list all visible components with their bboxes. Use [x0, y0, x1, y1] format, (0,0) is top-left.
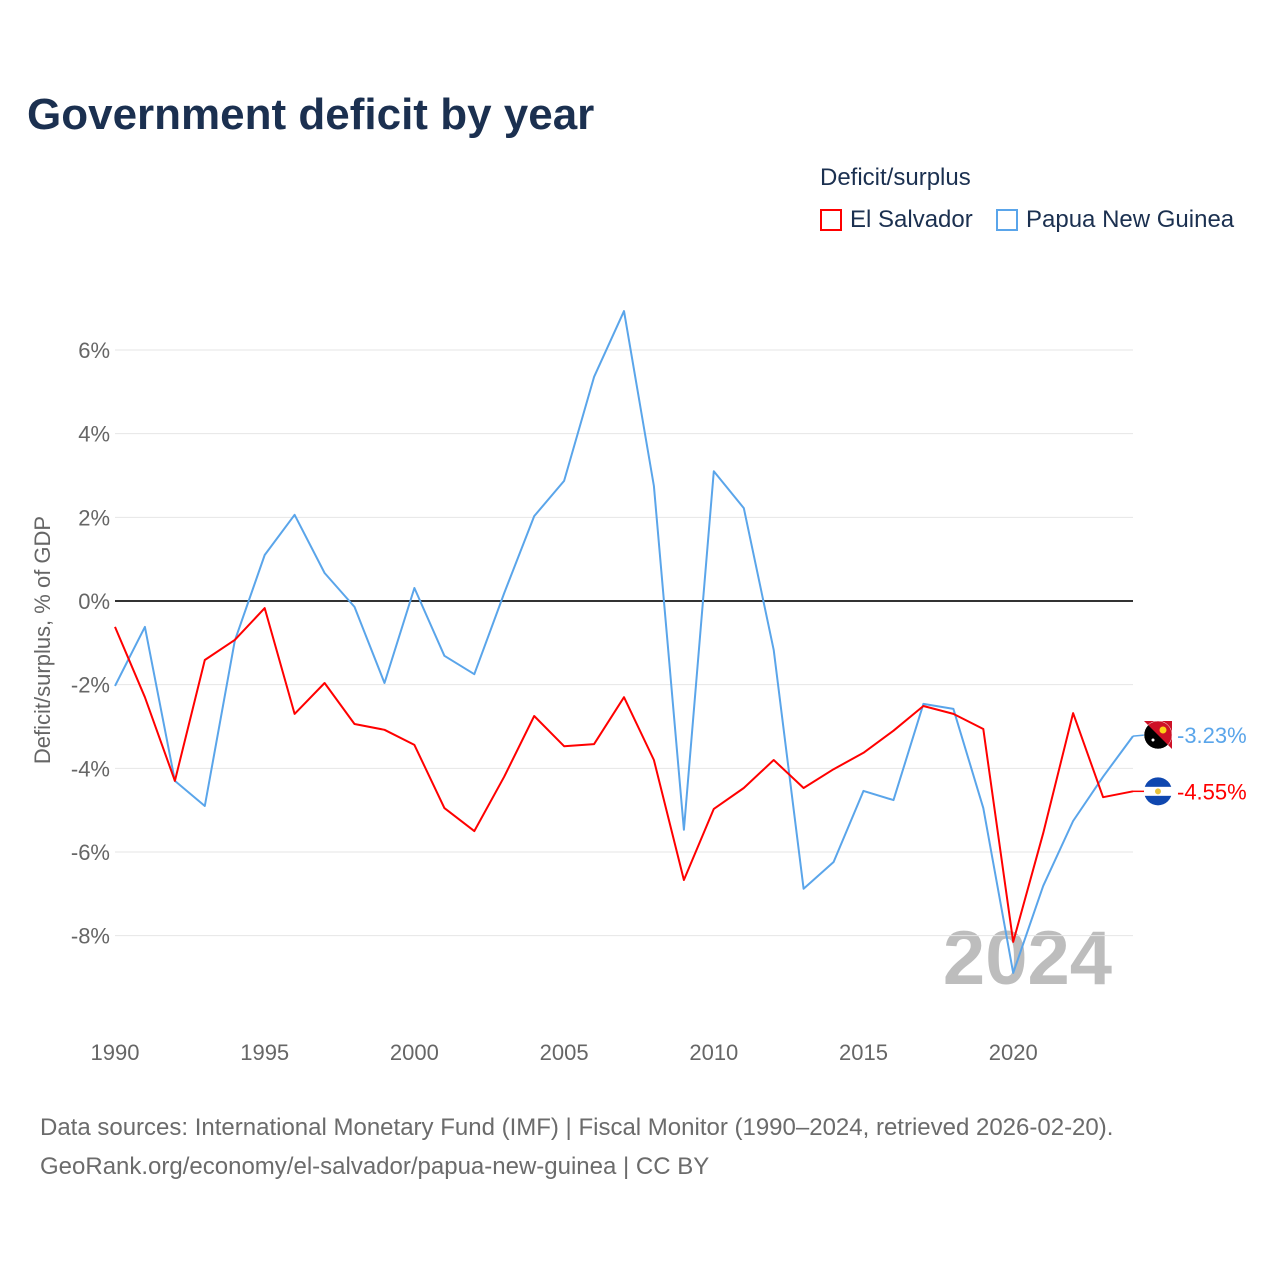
y-tick-label: 2% [78, 505, 110, 530]
legend-label: Papua New Guinea [1026, 206, 1235, 233]
y-tick-label: 6% [78, 338, 110, 363]
x-tick-label: 2020 [989, 1040, 1038, 1065]
y-axis-label: Deficit/surplus, % of GDP [30, 516, 55, 764]
legend-item-papua-new-guinea[interactable]: Papua New Guinea [996, 206, 1234, 234]
legend-swatch [996, 209, 1018, 231]
y-tick-label: -6% [71, 840, 110, 865]
source-url[interactable]: GeoRank.org/economy/el-salvador/papua-ne… [40, 1153, 710, 1180]
series-line-el-salvador [114, 607, 1134, 943]
chart-title: Government deficit by year [27, 90, 595, 139]
y-tick-label: -2% [71, 673, 110, 698]
y-tick-label: 0% [78, 589, 110, 614]
legend-swatch [820, 209, 842, 231]
x-tick-label: 2000 [390, 1040, 439, 1065]
end-connector [1132, 734, 1146, 737]
end-value-label: -3.23% [1177, 723, 1247, 748]
x-tick-label: 2010 [689, 1040, 738, 1065]
legend-title: Deficit/surplus [820, 164, 971, 191]
star-icon [1151, 738, 1155, 742]
legend-label: El Salvador [850, 206, 973, 233]
series-line-papua-new-guinea [114, 310, 1134, 974]
x-tick-label: 1990 [91, 1040, 140, 1065]
x-tick-label: 2015 [839, 1040, 888, 1065]
coat-of-arms-icon [1155, 788, 1161, 795]
x-tick-label: 1995 [240, 1040, 289, 1065]
flag-border [1143, 720, 1173, 750]
y-tick-label: -4% [71, 756, 110, 781]
end-value-label: -4.55% [1177, 779, 1247, 804]
x-tick-label: 2005 [540, 1040, 589, 1065]
y-tick-label: 4% [78, 422, 110, 447]
legend-item-el-salvador[interactable]: El Salvador [820, 206, 973, 234]
bird-of-paradise-icon [1159, 726, 1167, 734]
source-line: Data sources: International Monetary Fun… [40, 1114, 1114, 1141]
source-note: Data sources: International Monetary Fun… [40, 1108, 1113, 1186]
y-tick-label: -8% [71, 924, 110, 949]
